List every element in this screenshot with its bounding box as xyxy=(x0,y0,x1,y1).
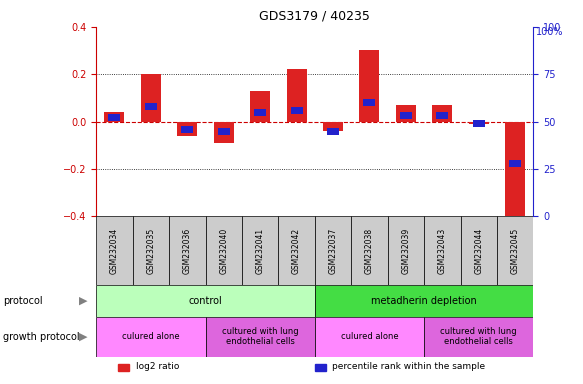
Text: GSM232045: GSM232045 xyxy=(511,228,519,274)
Bar xyxy=(96,285,315,316)
Text: GSM232037: GSM232037 xyxy=(329,228,338,274)
Text: growth protocol: growth protocol xyxy=(3,332,79,342)
Text: GSM232042: GSM232042 xyxy=(292,228,301,274)
Bar xyxy=(169,217,205,285)
Text: control: control xyxy=(189,296,222,306)
Text: percentile rank within the sample: percentile rank within the sample xyxy=(332,362,486,371)
Bar xyxy=(351,217,388,285)
Bar xyxy=(360,50,380,122)
Text: ▶: ▶ xyxy=(79,296,87,306)
Bar xyxy=(327,127,339,135)
Text: 100%: 100% xyxy=(536,27,564,37)
Text: GSM232039: GSM232039 xyxy=(402,228,410,274)
Text: GDS3179 / 40235: GDS3179 / 40235 xyxy=(259,10,370,23)
Bar xyxy=(424,316,533,357)
Bar xyxy=(287,70,307,122)
Text: GSM232038: GSM232038 xyxy=(365,228,374,274)
Bar xyxy=(315,217,351,285)
Bar xyxy=(214,122,234,143)
Text: culured alone: culured alone xyxy=(122,332,180,341)
Bar xyxy=(469,122,489,124)
Bar xyxy=(436,113,448,119)
Bar xyxy=(96,316,205,357)
Bar xyxy=(433,105,452,122)
Text: GSM232040: GSM232040 xyxy=(219,228,228,274)
Text: GSM232044: GSM232044 xyxy=(475,228,483,274)
Bar xyxy=(461,217,497,285)
Bar xyxy=(315,285,533,316)
Bar xyxy=(104,112,124,122)
Bar xyxy=(242,217,279,285)
Bar xyxy=(141,74,161,122)
Text: cultured with lung
endothelial cells: cultured with lung endothelial cells xyxy=(222,327,298,346)
Text: ▶: ▶ xyxy=(79,332,87,342)
Bar xyxy=(473,120,485,127)
Text: GSM232035: GSM232035 xyxy=(146,228,155,274)
Bar xyxy=(177,122,197,136)
Bar xyxy=(96,217,132,285)
Bar xyxy=(132,217,169,285)
Bar xyxy=(205,316,315,357)
Bar xyxy=(509,160,521,167)
Text: log2 ratio: log2 ratio xyxy=(135,362,179,371)
Bar xyxy=(400,113,412,119)
Bar xyxy=(254,109,266,116)
Text: protocol: protocol xyxy=(3,296,43,306)
Bar xyxy=(108,114,121,121)
Text: GSM232041: GSM232041 xyxy=(256,228,265,274)
Bar xyxy=(363,99,375,106)
Bar xyxy=(388,217,424,285)
Bar xyxy=(290,107,303,114)
Text: cultured with lung
endothelial cells: cultured with lung endothelial cells xyxy=(441,327,517,346)
Bar xyxy=(145,103,157,110)
Text: GSM232036: GSM232036 xyxy=(183,228,192,274)
Bar xyxy=(250,91,270,122)
Text: GSM232043: GSM232043 xyxy=(438,228,447,274)
Bar xyxy=(396,105,416,122)
Bar xyxy=(118,364,129,371)
Text: metadherin depletion: metadherin depletion xyxy=(371,296,477,306)
Bar xyxy=(279,217,315,285)
Bar xyxy=(424,217,461,285)
Text: GSM232034: GSM232034 xyxy=(110,228,119,274)
Bar xyxy=(497,217,533,285)
Bar xyxy=(217,127,230,135)
Bar xyxy=(315,316,424,357)
Text: culured alone: culured alone xyxy=(340,332,398,341)
Bar xyxy=(181,126,194,133)
Bar xyxy=(505,122,525,221)
Bar xyxy=(315,364,326,371)
Bar xyxy=(205,217,242,285)
Bar xyxy=(323,122,343,131)
